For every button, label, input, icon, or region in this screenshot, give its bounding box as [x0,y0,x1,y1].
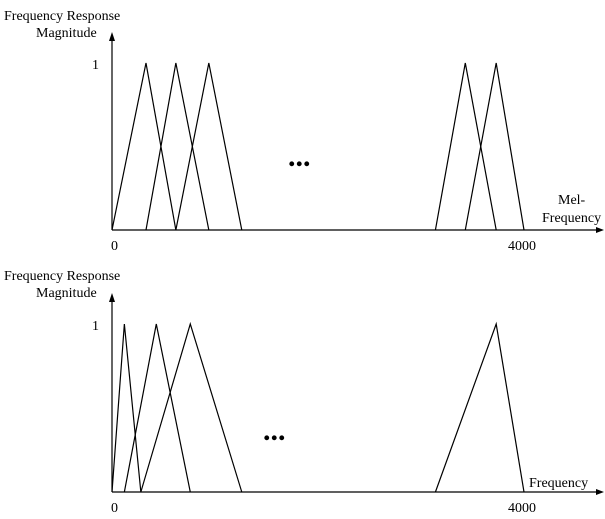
mel-filter-bank [111,62,525,231]
linear-filter-triangle [140,321,243,493]
mel-filter-triangle [175,62,243,231]
mel-x-tick-0: 0 [111,239,118,254]
linear-filter-triangle [111,323,142,493]
mel-y-tick-1: 1 [92,58,99,73]
linear-filter-bank [111,321,525,493]
linear-x-label: Frequency [529,476,588,491]
mel-filter-triangle [434,62,497,231]
mel-filter-triangle [464,62,525,231]
linear-y-label-line1: Frequency Response [4,269,120,284]
linear-filter-triangle [434,321,525,493]
mel-filter-triangle [145,62,210,231]
linear-ellipsis: ... [263,414,286,447]
mel-x-axis-arrow [596,227,604,233]
mel-y-label-line1: Frequency Response [4,9,120,24]
linear-x-axis-arrow [596,489,604,495]
linear-panel: Frequency Response Magnitude 1 0 4000 Fr… [4,269,604,516]
mel-y-label-line2: Magnitude [36,26,97,41]
mel-x-tick-4000: 4000 [508,239,536,254]
linear-x-tick-4000: 4000 [508,501,536,516]
mel-filter-triangle [111,62,177,231]
mel-x-label-line2: Frequency [542,211,601,226]
linear-y-label-line2: Magnitude [36,286,97,301]
mel-y-axis-arrow [109,32,115,41]
linear-filter-triangle [123,323,191,493]
linear-x-tick-0: 0 [111,501,118,516]
mel-ellipsis: ... [288,140,311,173]
mel-panel: Frequency Response Magnitude 1 0 4000 Me… [4,9,604,254]
linear-y-tick-1: 1 [92,319,99,334]
mel-x-label-line1: Mel- [558,193,586,208]
linear-y-axis-arrow [109,293,115,302]
